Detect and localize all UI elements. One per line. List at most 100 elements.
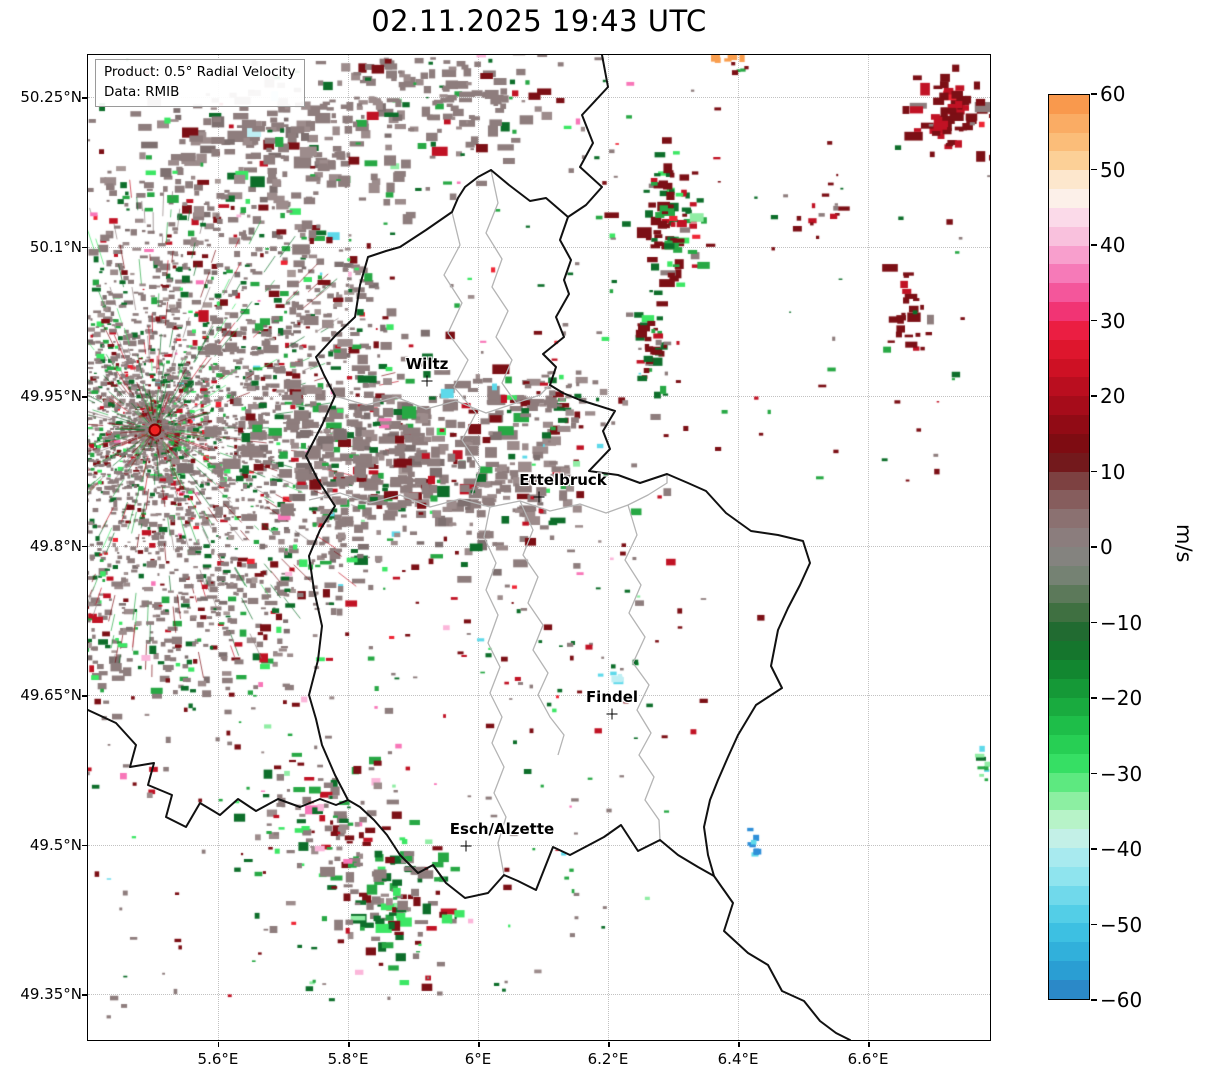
colorbar-tick: [1091, 697, 1097, 699]
colorbar-segment: [1049, 791, 1089, 811]
colorbar-segment: [1049, 226, 1089, 246]
colorbar-segment: [1049, 264, 1089, 284]
x-axis-tick: [868, 1042, 870, 1047]
x-axis-tick: [608, 1042, 610, 1047]
product-info-line2: Data: RMIB: [104, 83, 180, 100]
colorbar-segment: [1049, 848, 1089, 867]
colorbar-segment: [1049, 904, 1089, 924]
x-axis-tick: [478, 1042, 480, 1047]
lat-tick-label: 49.5°N: [29, 835, 82, 854]
admin-boundary-line: [334, 384, 551, 414]
colorbar-segment: [1049, 942, 1089, 962]
colorbar-segment: [1049, 885, 1089, 905]
lon-tick-label: 6.6°E: [847, 1050, 889, 1068]
country-border-line: [713, 875, 851, 1040]
lon-tick-label: 5.8°E: [327, 1050, 369, 1068]
product-info-line1: Product: 0.5° Radial Velocity: [104, 64, 296, 80]
colorbar-segment: [1049, 678, 1089, 698]
colorbar-segment: [1049, 339, 1089, 359]
colorbar-tick-label: 20: [1100, 384, 1126, 408]
lat-tick-label: 50.25°N: [20, 88, 82, 107]
colorbar-tick-label: 0: [1100, 535, 1113, 559]
colorbar-segment: [1049, 452, 1089, 472]
colorbar-segment: [1049, 377, 1089, 397]
colorbar-segment: [1049, 396, 1089, 416]
colorbar-tick-label: 40: [1100, 233, 1126, 257]
colorbar-segment: [1049, 433, 1089, 453]
colorbar-segment: [1049, 622, 1089, 642]
city-label: Ettelbruck: [519, 471, 607, 489]
colorbar-segment: [1049, 358, 1089, 378]
colorbar-tick-label: −40: [1100, 837, 1143, 861]
colorbar-tick-label: 60: [1100, 82, 1126, 106]
colorbar-segment: [1049, 546, 1089, 566]
colorbar-tick-label: −50: [1100, 912, 1143, 937]
colorbar-segment: [1049, 113, 1089, 133]
colorbar-tick: [1091, 168, 1097, 171]
colorbar-tick: [1091, 546, 1097, 548]
colorbar-segment: [1049, 151, 1089, 171]
map-plot-area: Wiltz Ettelbruck Findel Esch/Alzette Produc…: [87, 54, 991, 1041]
city-marker-icon: [533, 491, 545, 503]
admin-boundary-line: [624, 504, 661, 841]
colorbar-segment: [1049, 509, 1089, 529]
y-axis-tick: [82, 246, 87, 249]
colorbar-tick: [1091, 999, 1097, 1001]
lon-tick-label: 6.4°E: [717, 1050, 759, 1068]
map-overlay-layer: Wiltz Ettelbruck Findel Esch/Alzette: [88, 55, 990, 1040]
colorbar-segment: [1049, 753, 1089, 773]
colorbar-segment: [1049, 641, 1089, 660]
colorbar-tick-label: 50: [1100, 157, 1126, 182]
colorbar-tick-label: 30: [1100, 308, 1126, 333]
country-border-line: [88, 709, 349, 828]
colorbar-tick-label: −30: [1100, 761, 1143, 786]
x-axis-tick: [738, 1042, 740, 1047]
colorbar-segment: [1049, 189, 1089, 208]
colorbar-tick: [1091, 395, 1097, 397]
colorbar-segment: [1049, 772, 1089, 792]
lat-tick-label: 49.95°N: [20, 387, 82, 406]
city-marker-icon: [421, 375, 433, 387]
colorbar-segment: [1049, 170, 1089, 190]
colorbar-tick-label: −10: [1100, 610, 1143, 635]
admin-boundary-line: [519, 500, 565, 756]
colorbar-tick: [1091, 848, 1097, 850]
y-axis-tick: [82, 695, 87, 697]
colorbar-segment: [1049, 565, 1089, 585]
y-axis-tick: [82, 97, 87, 99]
colorbar-segment: [1049, 320, 1089, 340]
city-label: Wiltz: [405, 355, 449, 373]
colorbar-segment: [1049, 866, 1089, 886]
colorbar-tick-label: −60: [1100, 988, 1143, 1012]
colorbar-segment: [1049, 471, 1089, 491]
colorbar-tick-label: −20: [1100, 686, 1143, 710]
colorbar-segment: [1049, 302, 1089, 321]
country-border-line: [305, 169, 811, 899]
colorbar-tick: [1091, 244, 1097, 246]
colorbar-segment: [1049, 810, 1089, 830]
x-axis-tick: [217, 1042, 220, 1047]
colorbar-segment: [1049, 415, 1089, 434]
city-label: Esch/Alzette: [449, 820, 555, 838]
city-marker-icon: [460, 840, 472, 852]
colorbar: [1048, 94, 1090, 1000]
country-border-line: [567, 55, 609, 218]
product-info-box: Product: 0.5° Radial Velocity Data: RMIB: [95, 59, 305, 108]
admin-boundary-line: [485, 169, 517, 404]
lat-tick-label: 49.8°N: [29, 536, 82, 555]
city-label: Findel: [585, 688, 639, 706]
y-axis-tick: [82, 844, 87, 847]
colorbar-segment: [1049, 923, 1089, 943]
colorbar-tick: [1091, 772, 1097, 775]
radar-echo-canvas: [88, 55, 990, 1040]
admin-boundary-line: [483, 506, 507, 876]
colorbar-segment: [1049, 961, 1089, 980]
colorbar-tick: [1091, 93, 1097, 95]
colorbar-segment: [1049, 283, 1089, 303]
colorbar-segment: [1049, 659, 1089, 679]
lon-tick-label: 5.6°E: [197, 1050, 239, 1068]
colorbar-segment: [1049, 979, 1089, 999]
colorbar-segment: [1049, 207, 1089, 227]
colorbar-tick-label: 10: [1100, 459, 1126, 484]
